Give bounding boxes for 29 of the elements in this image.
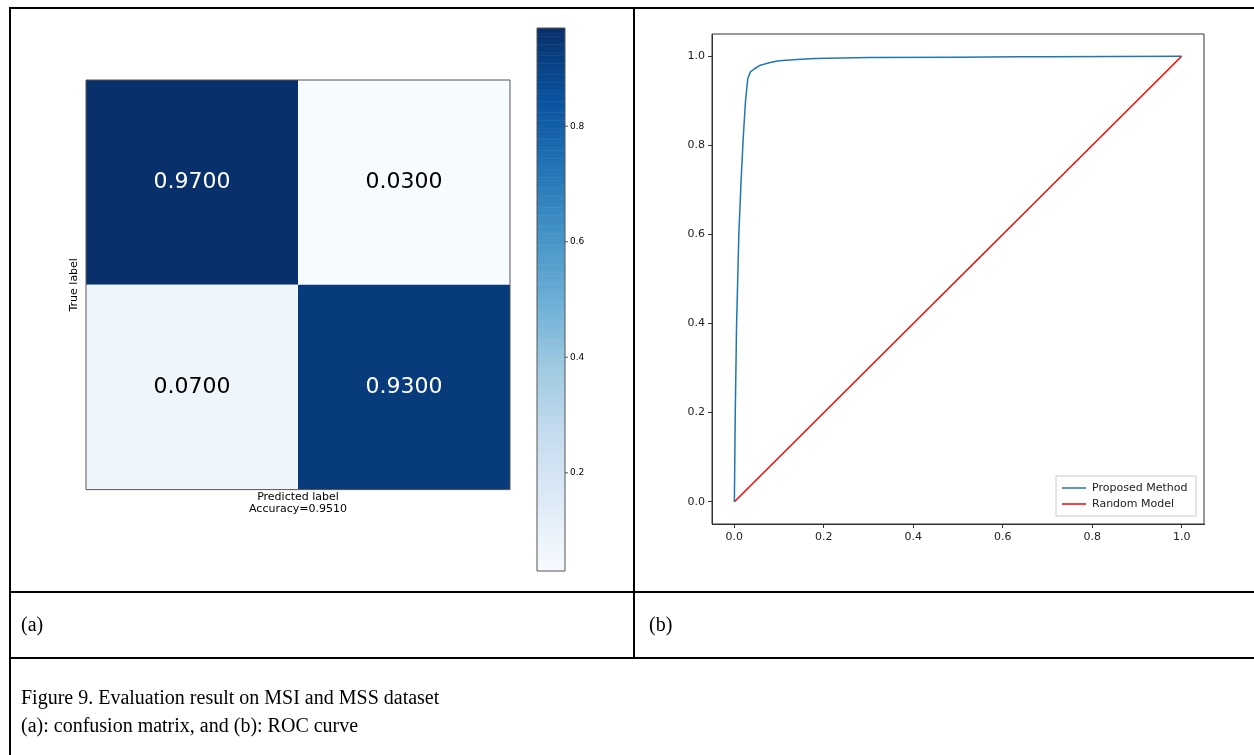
caption: Figure 9. Evaluation result on MSI and MSS dataset — [21, 685, 441, 711]
x-tick-label: 0.8 — [1083, 530, 1101, 544]
color-bar-label: 0.8 — [570, 120, 585, 131]
y-tick-label: 1.0 — [687, 49, 705, 63]
x-tick-label: 0.4 — [904, 530, 923, 544]
y-tick-label: 0.4 — [687, 316, 705, 330]
y-tick-label: 0.8 — [687, 138, 705, 152]
y-tick-label: 0.0 — [687, 494, 705, 508]
x-tick-label: 0.0 — [725, 530, 744, 544]
data-label: 0.9300 — [365, 372, 443, 398]
text: (b) — [633, 591, 1254, 659]
legend-label: Proposed Method — [1092, 480, 1188, 494]
x-tick-label: 0.6 — [993, 530, 1012, 544]
color-bar-label: 0.4 — [570, 351, 585, 362]
color-bar-label: 0.2 — [570, 467, 585, 478]
text: (a) — [9, 591, 635, 659]
x-axis-title: Predicted label — [257, 489, 339, 503]
x-tick-label: 1.0 — [1172, 530, 1191, 544]
y-tick-label: 0.2 — [687, 405, 705, 419]
color-bar-label: 0.6 — [570, 236, 585, 247]
data-label: 0.0700 — [153, 372, 231, 398]
data-label: 0.9700 — [153, 168, 231, 194]
text: Accuracy=0.9510 — [249, 501, 347, 515]
x-tick-label: 0.2 — [815, 530, 833, 544]
data-label: 0.0300 — [365, 168, 443, 194]
text: (a): confusion matrix, and (b): ROC curve — [21, 713, 360, 739]
y-tick-label: 0.6 — [687, 227, 705, 241]
legend-label: Random Model — [1092, 496, 1175, 510]
y-axis-title: True label — [66, 258, 80, 313]
